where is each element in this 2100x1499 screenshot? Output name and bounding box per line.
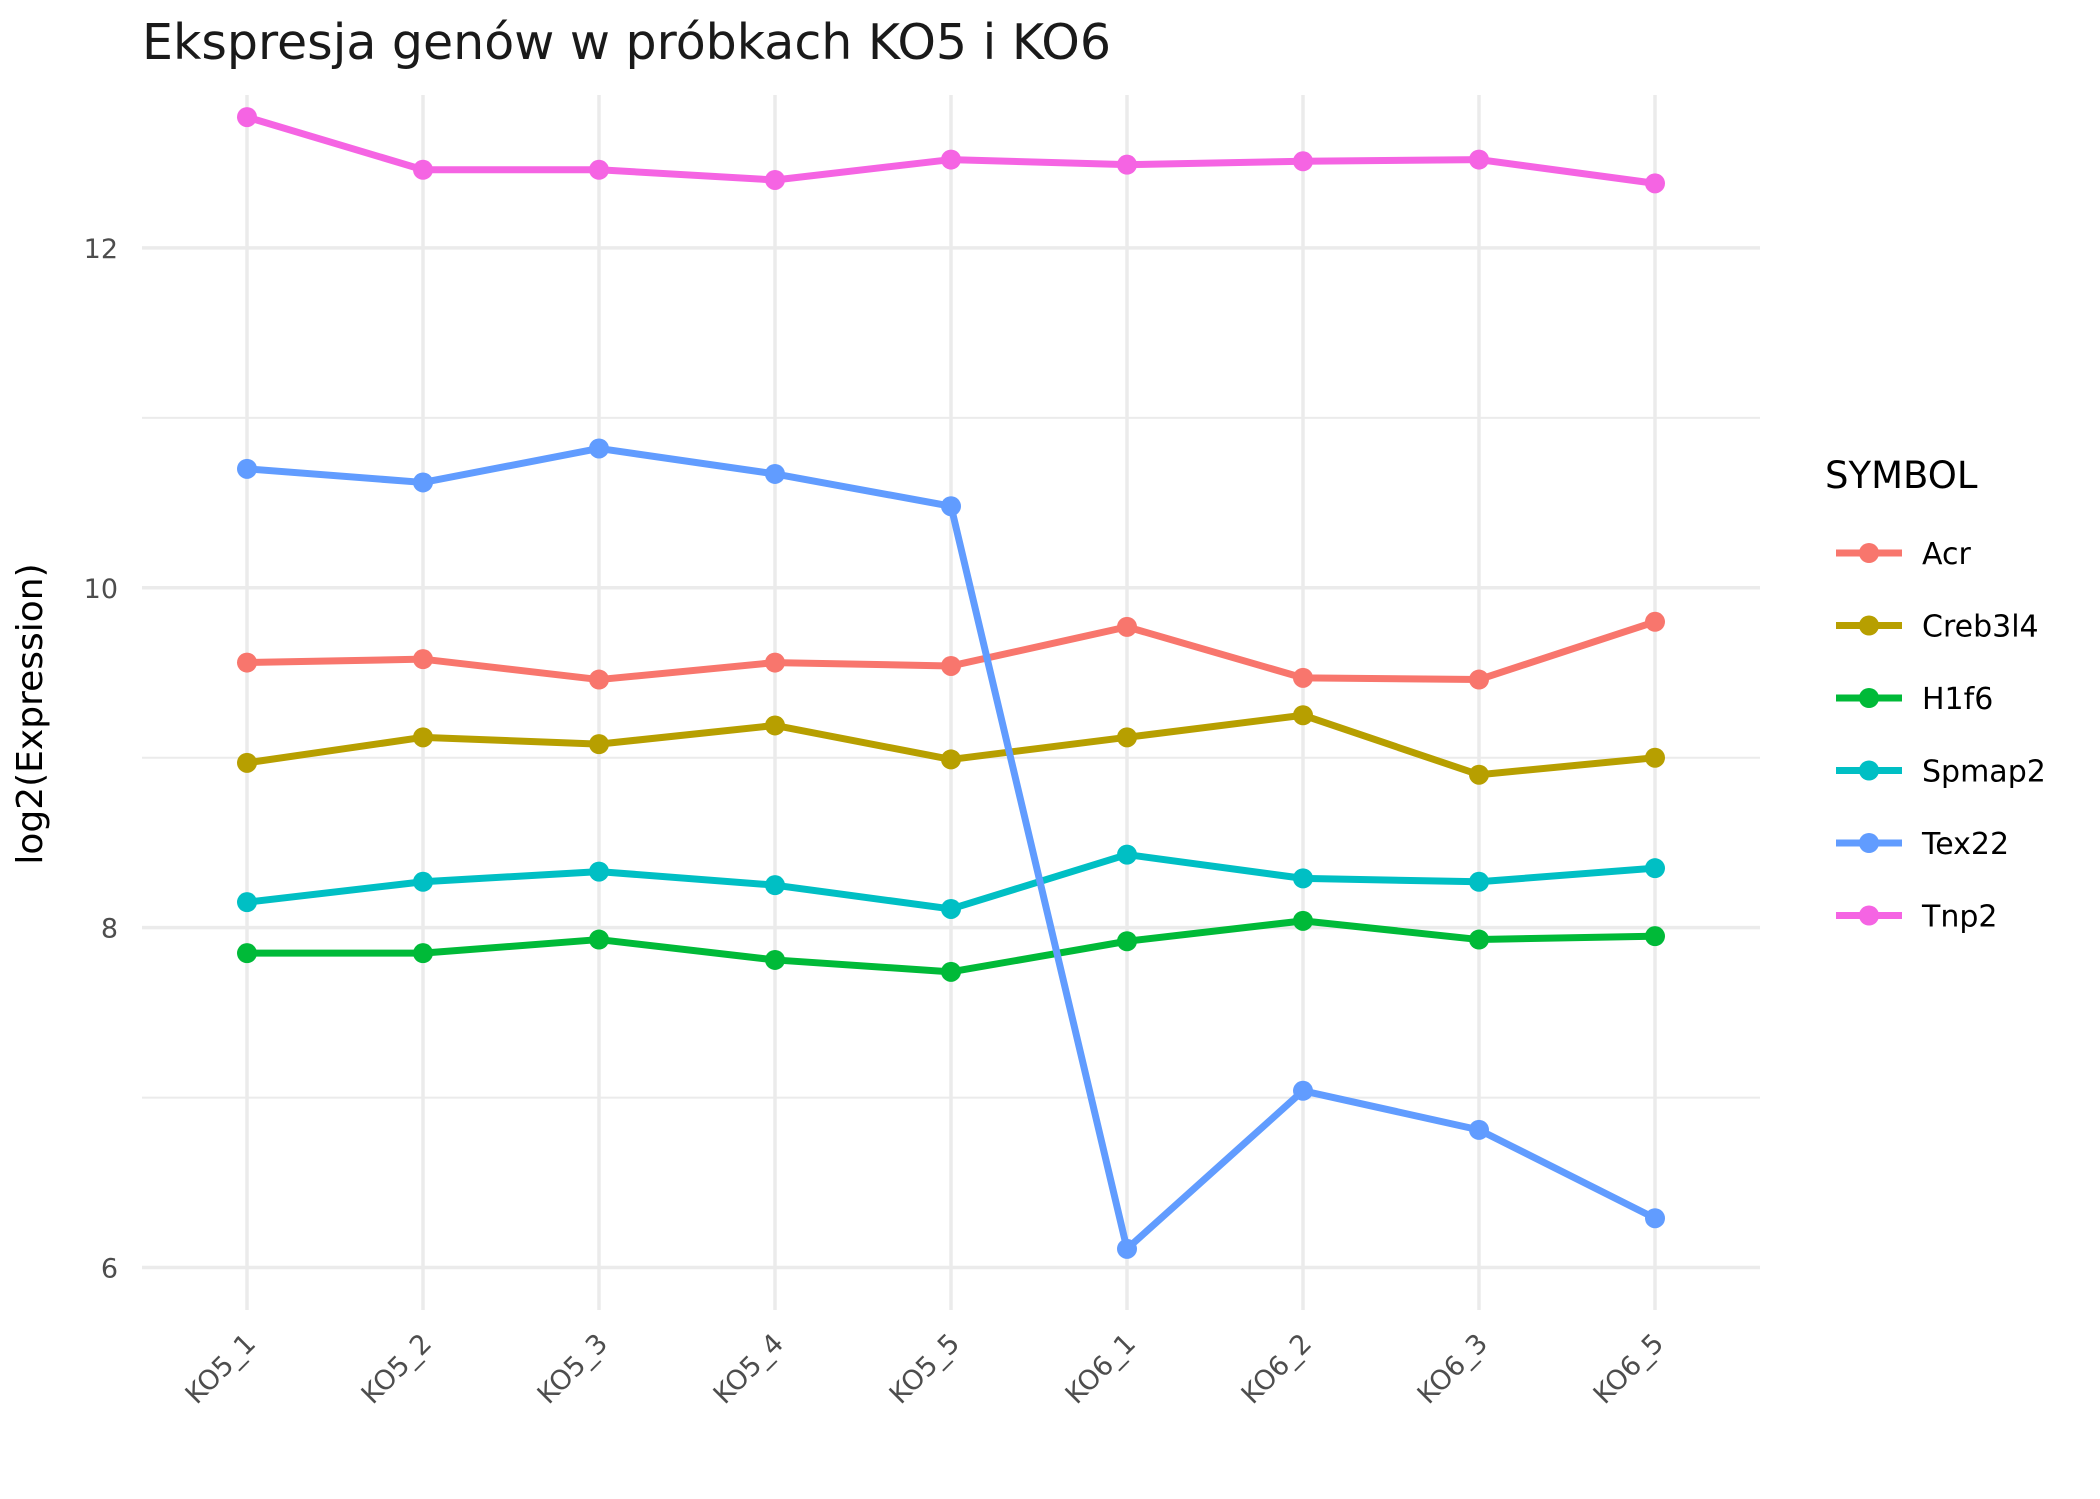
legend-title: SYMBOL [1825,454,1978,497]
data-point [941,496,961,517]
legend-key-point [1859,905,1879,926]
data-point [413,727,433,748]
data-point [1645,926,1665,947]
y-tick-labels: 6 8 10 12 [84,234,118,1285]
y-tick-label: 6 [101,1254,118,1285]
data-point [1645,858,1665,879]
chart-title: Ekspresja genów w próbkach KO5 i KO6 [142,14,1111,71]
series-h1f6 [237,910,1665,982]
data-point [1117,1238,1137,1259]
y-tick-label: 10 [84,574,118,605]
legend-label: Tex22 [1921,827,2009,862]
series-tex22 [237,438,1665,1259]
legend-item-tex22: Tex22 [1836,827,2009,862]
data-point [1469,669,1489,690]
data-point [237,107,257,128]
series-tnp2 [237,107,1665,194]
data-point [589,438,609,459]
legend-item-creb3l4: Creb3l4 [1836,610,2039,645]
legend-key-point [1859,833,1879,853]
data-point [237,652,257,673]
data-point [413,159,433,180]
data-point [1117,154,1137,175]
data-point [237,458,257,479]
data-point [413,649,433,670]
data-point [1645,747,1665,768]
data-point [1469,929,1489,950]
data-point [413,472,433,493]
legend-label: H1f6 [1922,682,1993,717]
gridlines [142,95,1760,1310]
data-point [1469,149,1489,170]
data-point [1469,871,1489,892]
data-point [589,669,609,690]
data-point [765,875,785,896]
y-tick-label: 8 [101,914,118,945]
legend-label: Acr [1922,537,1971,572]
series-layer [237,107,1665,1259]
data-point [237,943,257,964]
data-point [1117,844,1137,865]
legend-key-point [1859,543,1879,563]
data-point [941,898,961,919]
data-point [941,655,961,676]
data-point [1117,616,1137,637]
legend-key-point [1859,688,1879,708]
legend-item-acr: Acr [1836,537,1971,572]
series-acr [237,611,1665,690]
data-point [765,652,785,673]
data-point [589,929,609,950]
legend-item-spmap2: Spmap2 [1836,755,2046,790]
series-creb3l4 [237,705,1665,785]
data-point [413,871,433,892]
legend-item-h1f6: H1f6 [1836,682,1993,717]
data-point [413,943,433,964]
data-point [765,715,785,736]
legend-item-tnp2: Tnp2 [1836,900,1997,935]
data-point [1645,173,1665,194]
data-point [1117,931,1137,952]
data-point [1293,705,1313,726]
legend-key-point [1859,760,1879,781]
legend-label: Creb3l4 [1922,610,2039,645]
data-point [1293,151,1313,172]
data-point [1469,764,1489,785]
data-point [1469,1119,1489,1140]
data-point [237,752,257,773]
data-point [1645,611,1665,632]
legend-label: Spmap2 [1922,755,2046,790]
data-point [589,159,609,180]
data-point [765,463,785,484]
y-tick-label: 12 [84,234,118,265]
data-point [589,861,609,882]
series-spmap2 [237,844,1665,919]
data-point [1117,727,1137,748]
y-axis-label: log2(Expression) [10,563,51,864]
data-point [1293,868,1313,889]
data-point [1293,1080,1313,1101]
data-point [1645,1208,1665,1229]
data-point [589,734,609,755]
data-point [237,892,257,913]
data-point [1293,667,1313,688]
legend-label: Tnp2 [1921,900,1997,935]
legend-key-point [1859,615,1879,636]
legend: SYMBOL Acr Creb3l4 H1f6 Spmap2 Tex22 Tnp2 [1825,454,2046,935]
data-point [941,149,961,170]
data-point [765,949,785,970]
data-point [941,749,961,770]
data-point [1293,910,1313,931]
data-point [941,961,961,982]
data-point [765,169,785,190]
